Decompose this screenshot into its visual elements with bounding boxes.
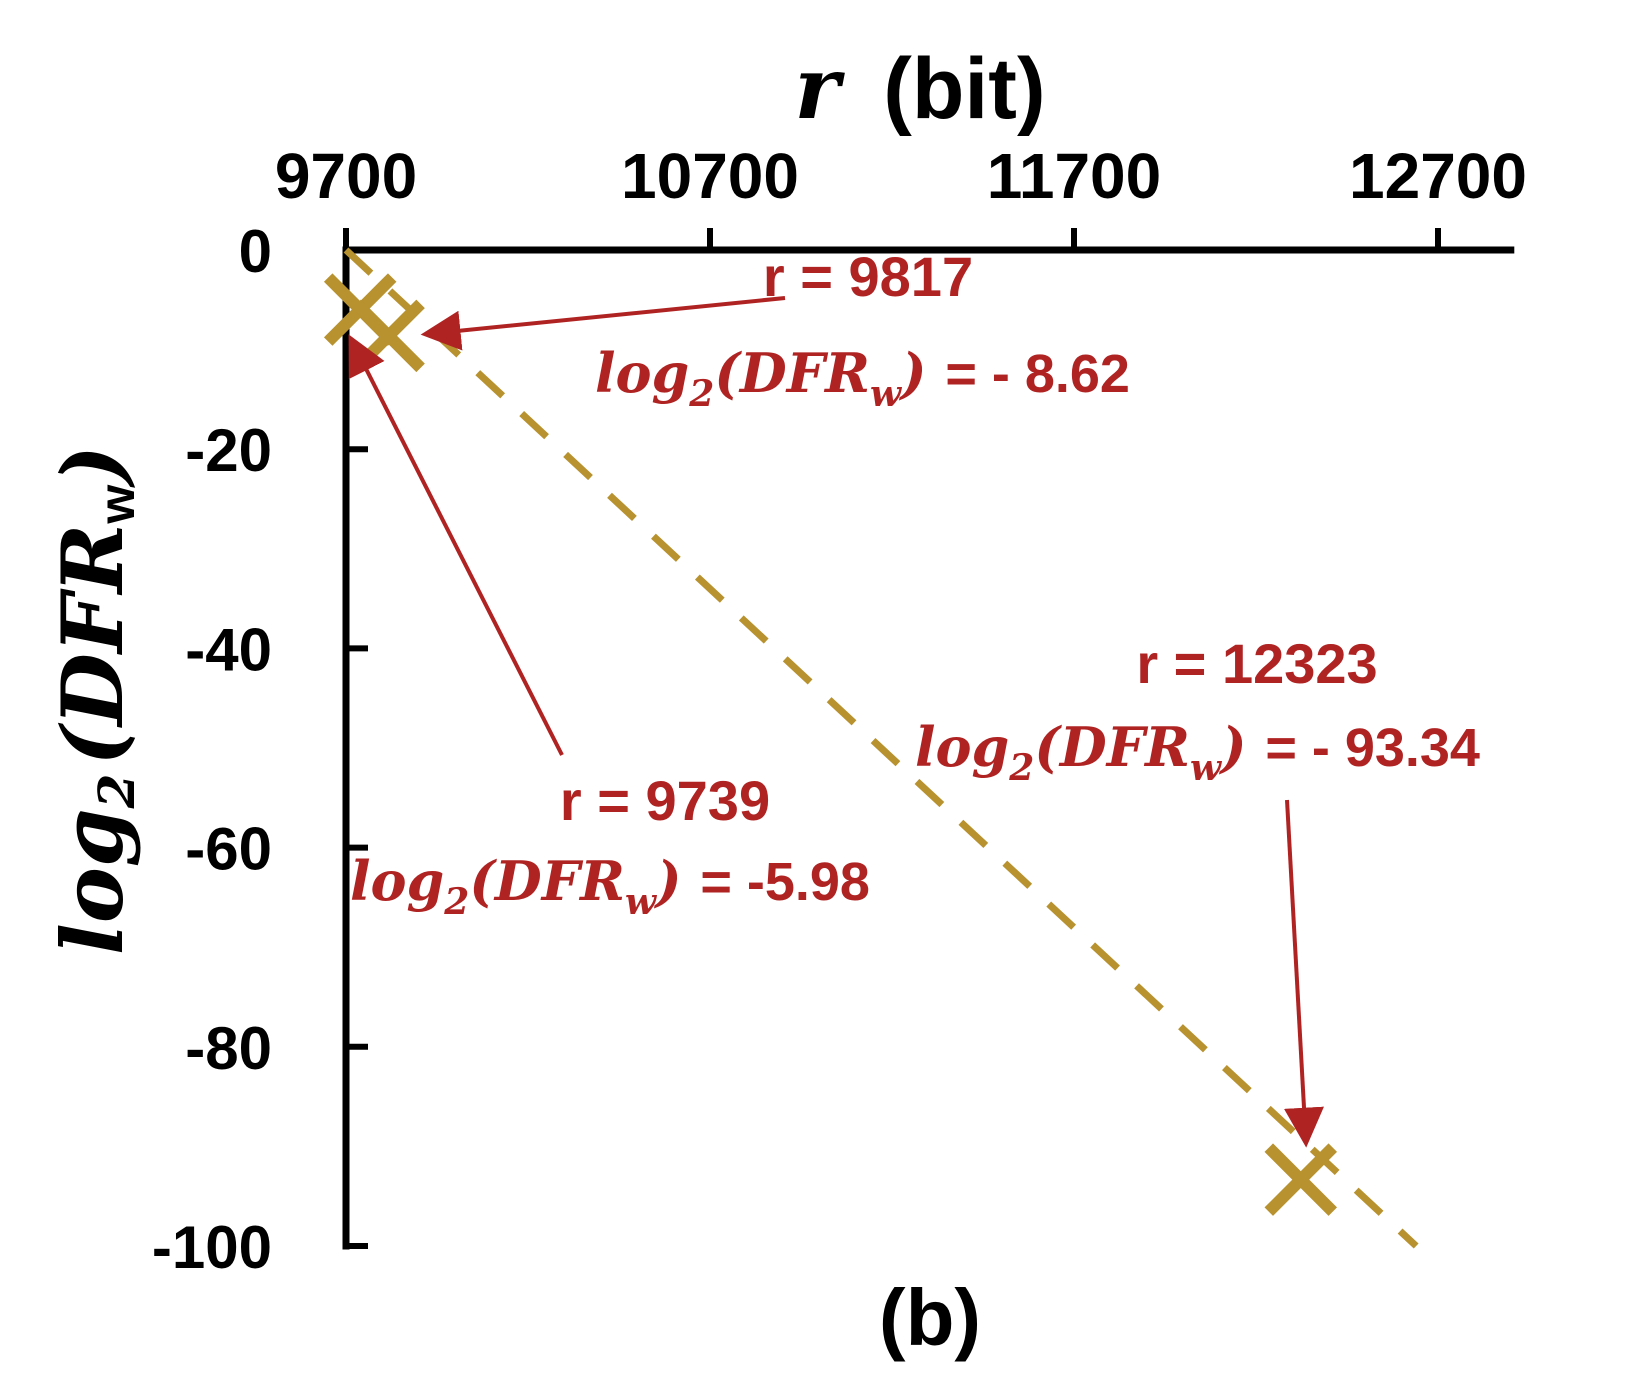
annotation-9739-eq: log2(DFRw) = -5.98 xyxy=(350,849,870,923)
data-point-9817 xyxy=(352,299,425,373)
x-axis-unit: (bit) xyxy=(883,41,1045,137)
annotation-9739-sub: 2 xyxy=(443,881,469,923)
y-tick-labels: 0 -20 -40 -60 -80 -100 xyxy=(152,218,272,1281)
series-layer xyxy=(323,247,1419,1249)
annotation-12323-eq: log2(DFRw) = - 93.34 xyxy=(915,715,1480,789)
x-tick-labels: 9700 10700 11700 12700 xyxy=(275,140,1527,212)
annotation-arrow-12323 xyxy=(1284,799,1324,1148)
annotation-9817-log: log xyxy=(595,341,689,405)
annotation-9739-log: log xyxy=(350,849,444,913)
y-axis-sub: 2 xyxy=(87,774,146,810)
x-tick-label-11700: 11700 xyxy=(987,140,1161,212)
y-tick-label-neg80: -80 xyxy=(185,1015,272,1082)
annotation-arrow-9817 xyxy=(420,296,786,351)
y-axis-paren-close: ) xyxy=(43,445,142,489)
annotation-12323-value: = - 93.34 xyxy=(1265,718,1480,778)
annotation-12323-r: r = 12323 xyxy=(1136,632,1377,695)
annotation-12323-paren: (DFR xyxy=(1034,715,1190,779)
x-axis-title: r (bit) xyxy=(794,38,1045,139)
axes xyxy=(342,228,1515,1250)
annotation-9817-close: ) xyxy=(898,341,945,405)
x-tick-label-12700: 12700 xyxy=(1349,140,1527,212)
annotation-9739-paren: (DFR xyxy=(469,849,625,913)
annotation-12323-sub: 2 xyxy=(1008,747,1034,789)
y-tick-label-neg40: -40 xyxy=(185,616,272,683)
y-tick-label-neg20: -20 xyxy=(185,417,272,484)
y-tick-label-neg60: -60 xyxy=(185,816,272,883)
annotation-9739-value: = -5.98 xyxy=(700,852,870,912)
annotation-arrow-9739 xyxy=(348,334,564,756)
annotation-arrows xyxy=(348,296,1324,1148)
annotation-9817-paren: (DFR xyxy=(714,341,870,405)
annotation-9817-r: r = 9817 xyxy=(763,245,973,308)
annotation-9739-w: w xyxy=(625,881,658,923)
y-axis-title: log2 (DFRw) xyxy=(43,445,146,955)
annotation-12323-log: log xyxy=(915,715,1009,779)
annotation-9817-eq: log2(DFRw) = - 8.62 xyxy=(595,341,1130,415)
y-axis-paren-open: ( xyxy=(43,723,142,766)
y-axis-log: log xyxy=(43,808,142,955)
data-point-12323 xyxy=(1264,1143,1338,1216)
annotation-9739-close: ) xyxy=(653,849,700,913)
y-axis-var: DFR xyxy=(43,524,142,728)
annotation-12323-w: w xyxy=(1190,747,1223,789)
y-axis-varsub: w xyxy=(89,485,145,525)
x-tick-label-9700: 9700 xyxy=(275,140,417,212)
y-tick-label-neg100: -100 xyxy=(152,1214,272,1281)
x-tick-label-10700: 10700 xyxy=(621,140,799,212)
annotation-12323-close: ) xyxy=(1218,715,1265,779)
annotation-9817-w: w xyxy=(870,373,903,415)
trend-line xyxy=(343,247,1419,1249)
annotation-9739-r: r = 9739 xyxy=(560,769,770,832)
y-tick-label-0: 0 xyxy=(239,218,272,285)
annotation-9817-sub: 2 xyxy=(688,373,714,415)
annotation-9817-value: = - 8.62 xyxy=(945,344,1130,404)
data-point-12323-stroke-b xyxy=(1264,1143,1338,1216)
panel-label: (b) xyxy=(879,1273,981,1362)
x-axis-var: r xyxy=(794,38,845,139)
